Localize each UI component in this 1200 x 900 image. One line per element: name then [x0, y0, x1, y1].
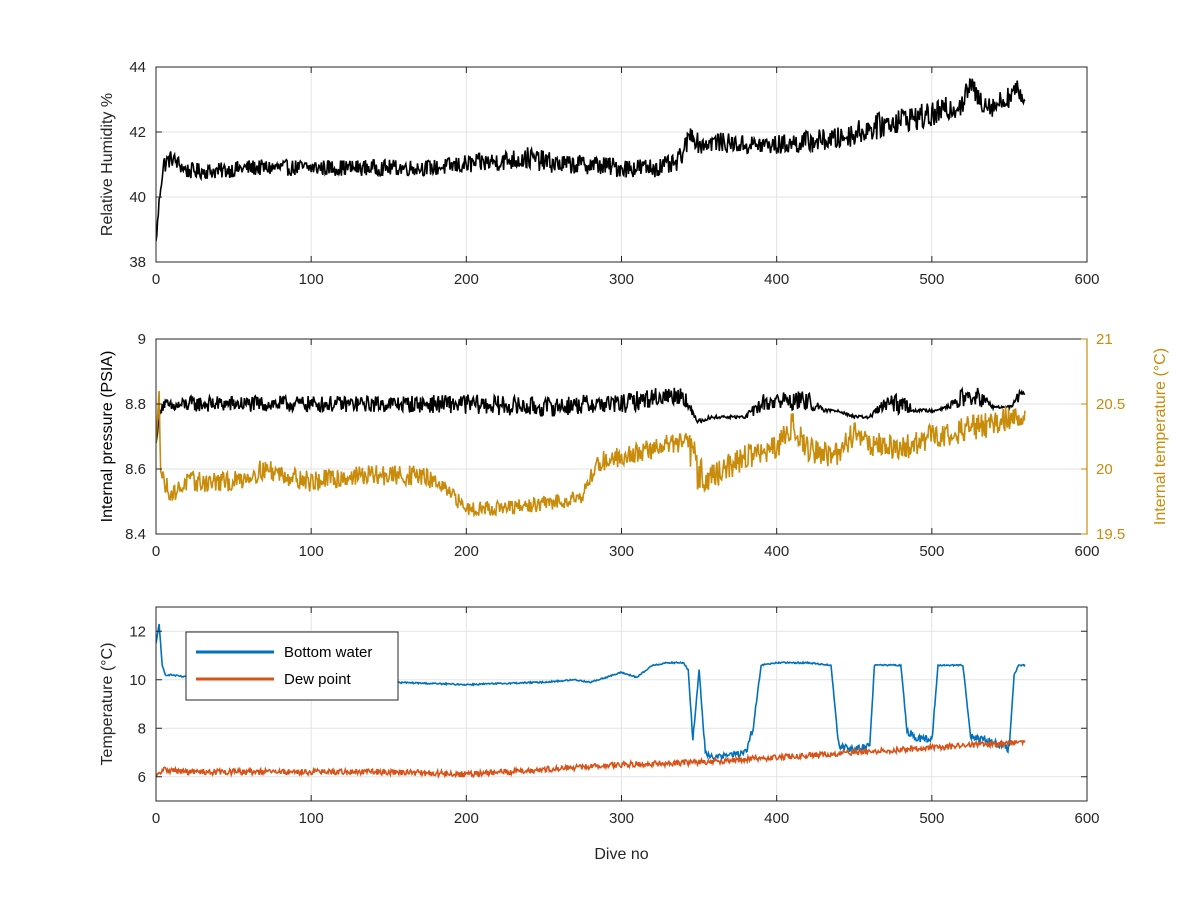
legend-label: Dew point — [284, 671, 352, 688]
x-tick-label: 300 — [609, 810, 634, 827]
y-tick-label: 8.4 — [125, 526, 146, 543]
chart-panel-2: 0 100 200 300 400 500 600 8.4 8.6 8.8 9 19.5 20 20.5 2… — [99, 331, 1169, 560]
y-tick-label: 40 — [129, 189, 146, 206]
right-y-tick-label: 20 — [1096, 461, 1113, 478]
legend-label: Bottom water — [284, 644, 372, 661]
legend-box — [185, 631, 399, 701]
y-axis-label: Internal pressure (PSIA) — [99, 351, 116, 523]
x-tick-label: 500 — [919, 271, 944, 288]
y-axis-label: Relative Humidity % — [99, 93, 116, 236]
x-tick-label: 600 — [1074, 543, 1099, 560]
x-tick-label: 200 — [454, 810, 479, 827]
x-tick-label: 300 — [609, 271, 634, 288]
y-tick-label: 8.6 — [125, 461, 146, 478]
y-tick-label: 9 — [138, 331, 146, 348]
y-axis-label: Temperature (°C) — [99, 643, 116, 766]
legend: Bottom water Dew point — [185, 631, 399, 701]
y-tick-label: 8.8 — [125, 396, 146, 413]
x-axis-label: Dive no — [594, 846, 648, 863]
y-tick-label: 42 — [129, 124, 146, 141]
x-tick-label: 500 — [919, 810, 944, 827]
x-tick-label: 400 — [764, 543, 789, 560]
right-y-tick-label: 19.5 — [1096, 526, 1125, 543]
x-tick-label: 100 — [299, 271, 324, 288]
chart-panel-1: 0 100 200 300 400 500 600 38 40 42 44 Relative Humi… — [99, 59, 1100, 288]
right-y-tick-label: 21 — [1096, 331, 1113, 348]
right-y-axis-label: Internal temperature (°C) — [1152, 348, 1169, 525]
y-tick-label: 8 — [138, 720, 146, 737]
x-tick-label: 400 — [764, 810, 789, 827]
y-tick-label: 10 — [129, 672, 146, 689]
x-tick-label: 0 — [152, 271, 160, 288]
chart-panel-3: 0 100 200 300 400 500 600 6 8 10 12 Temperature (°C… — [99, 606, 1100, 863]
x-tick-label: 300 — [609, 543, 634, 560]
x-tick-label: 200 — [454, 271, 479, 288]
x-tick-label: 200 — [454, 543, 479, 560]
y-tick-label: 38 — [129, 254, 146, 271]
series-line-2-2 — [156, 390, 1026, 518]
right-y-tick-label: 20.5 — [1096, 396, 1125, 413]
x-tick-label: 100 — [299, 543, 324, 560]
series-line-dew-point — [156, 739, 1026, 780]
x-tick-label: 100 — [299, 810, 324, 827]
x-tick-label: 500 — [919, 543, 944, 560]
x-tick-label: 600 — [1074, 271, 1099, 288]
y-tick-label: 6 — [138, 769, 146, 786]
y-tick-label: 44 — [129, 59, 146, 76]
x-tick-label: 0 — [152, 810, 160, 827]
x-tick-label: 400 — [764, 271, 789, 288]
x-tick-label: 600 — [1074, 810, 1099, 827]
series-line-2-1 — [156, 386, 1026, 444]
y-tick-label: 12 — [129, 623, 146, 640]
x-tick-label: 0 — [152, 543, 160, 560]
series-line-1-1 — [156, 78, 1026, 242]
